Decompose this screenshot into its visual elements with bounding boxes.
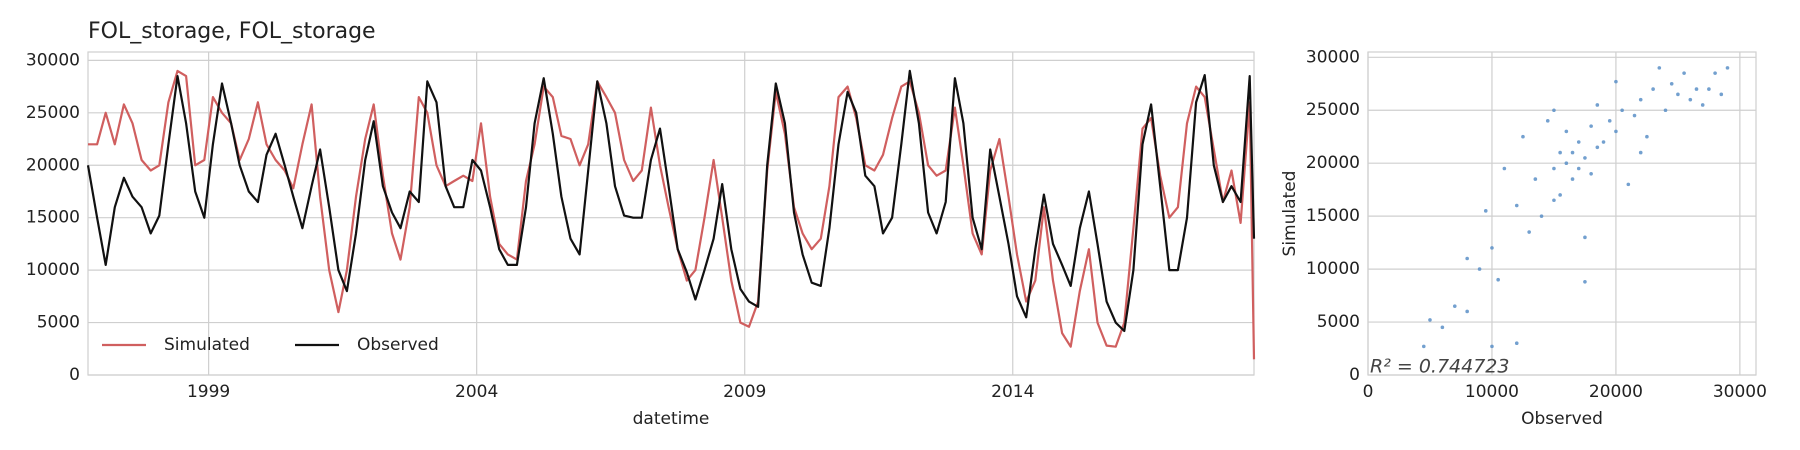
y-tick-label: 20000 <box>26 155 80 175</box>
scatter-point <box>1483 209 1488 213</box>
scatter-point <box>1576 140 1581 144</box>
y-axis-label: Simulated <box>1280 171 1300 257</box>
scatter-point <box>1552 198 1556 203</box>
scatter-point <box>1440 325 1445 330</box>
y-tick-label: 15000 <box>1306 206 1360 226</box>
scatter-point <box>1583 235 1587 240</box>
y-tick-label: 5000 <box>37 313 80 333</box>
scatter-point <box>1583 156 1587 160</box>
scatter-point <box>1700 103 1705 107</box>
scatter-point <box>1545 119 1550 123</box>
scatter-point <box>1527 230 1531 234</box>
scatter-point <box>1651 87 1655 91</box>
scatter-point <box>1614 129 1618 134</box>
scatter-point <box>1583 280 1587 284</box>
scatter-point <box>1614 79 1618 84</box>
y-tick-label: 10000 <box>1306 259 1360 279</box>
y-tick-label: 0 <box>69 365 80 385</box>
x-tick-label: 1999 <box>187 382 230 402</box>
y-tick-label: 10000 <box>26 260 80 280</box>
scatter-point <box>1707 87 1711 91</box>
series-line <box>86 69 1256 333</box>
scatter-point <box>1521 134 1525 139</box>
chart-title: FOL_storage, FOL_storage <box>88 19 376 44</box>
scatter-point <box>1638 97 1643 102</box>
scatter-point <box>1514 203 1519 208</box>
scatter-point <box>1465 309 1469 314</box>
scatter-point <box>1676 92 1680 97</box>
legend-label: Observed <box>357 335 439 355</box>
scatter-point <box>1713 71 1717 75</box>
scatter-point <box>1632 113 1637 118</box>
y-tick-label: 25000 <box>26 103 80 123</box>
scatter-point <box>1595 145 1600 150</box>
scatter-point <box>1490 246 1494 250</box>
scatter-point <box>1552 108 1556 113</box>
x-tick-label: 2004 <box>455 382 498 402</box>
scatter-point <box>1638 150 1643 155</box>
scatter-point <box>1669 81 1674 86</box>
scatter-point <box>1490 344 1494 349</box>
x-axis-label: datetime <box>633 409 710 429</box>
y-tick-label: 25000 <box>1306 100 1360 120</box>
legend-label: Simulated <box>164 335 250 355</box>
x-tick-label: 2014 <box>991 382 1034 402</box>
scatter-point <box>1558 193 1562 197</box>
y-tick-label: 5000 <box>1317 312 1360 332</box>
scatter-point <box>1452 304 1457 308</box>
y-tick-label: 30000 <box>26 50 80 70</box>
y-tick-label: 0 <box>1349 365 1360 385</box>
scatter-point <box>1719 92 1724 97</box>
scatter-point <box>1663 108 1668 113</box>
y-tick-label: 30000 <box>1306 47 1360 67</box>
scatter-point <box>1477 267 1482 271</box>
scatter-point <box>1465 256 1469 261</box>
scatter-point <box>1576 166 1581 171</box>
scatter-point <box>1564 129 1569 134</box>
x-tick-label: 30000 <box>1713 382 1767 402</box>
scatter-point <box>1552 166 1556 171</box>
scatter-point <box>1725 66 1730 70</box>
scatter-point <box>1570 177 1575 181</box>
scatter-point <box>1595 103 1600 107</box>
scatter-point <box>1533 177 1538 181</box>
scatter-point <box>1657 66 1662 70</box>
scatter-point <box>1539 214 1544 218</box>
y-tick-label: 20000 <box>1306 153 1360 173</box>
x-tick-label: 20000 <box>1589 382 1643 402</box>
scatter-point <box>1620 108 1624 113</box>
scatter-point <box>1502 166 1507 171</box>
scatter-point <box>1570 150 1575 155</box>
x-tick-label: 0 <box>1363 382 1374 402</box>
scatter-point <box>1682 71 1686 75</box>
scatter-point <box>1688 97 1693 102</box>
scatter-point <box>1514 341 1519 346</box>
scatter-point <box>1421 344 1426 349</box>
scatter-point <box>1607 119 1612 123</box>
plot-frame <box>1367 51 1757 376</box>
x-tick-label: 2009 <box>723 382 766 402</box>
scatter-point <box>1564 161 1569 165</box>
scatter-point <box>1589 171 1593 176</box>
annotation: R² = 0.744723 <box>1370 356 1509 378</box>
scatter-point <box>1428 318 1432 322</box>
series-line <box>88 69 1256 360</box>
scatter-point <box>1626 182 1631 187</box>
scatter-point <box>1496 277 1500 282</box>
y-tick-label: 15000 <box>26 208 80 228</box>
x-axis-label: Observed <box>1521 409 1603 429</box>
scatter-point <box>1601 140 1606 144</box>
scatter-point <box>1645 134 1649 139</box>
scatter-point <box>1558 150 1562 155</box>
scatter-point <box>1589 124 1593 128</box>
x-tick-label: 10000 <box>1465 382 1519 402</box>
scatter-point <box>1694 87 1699 91</box>
